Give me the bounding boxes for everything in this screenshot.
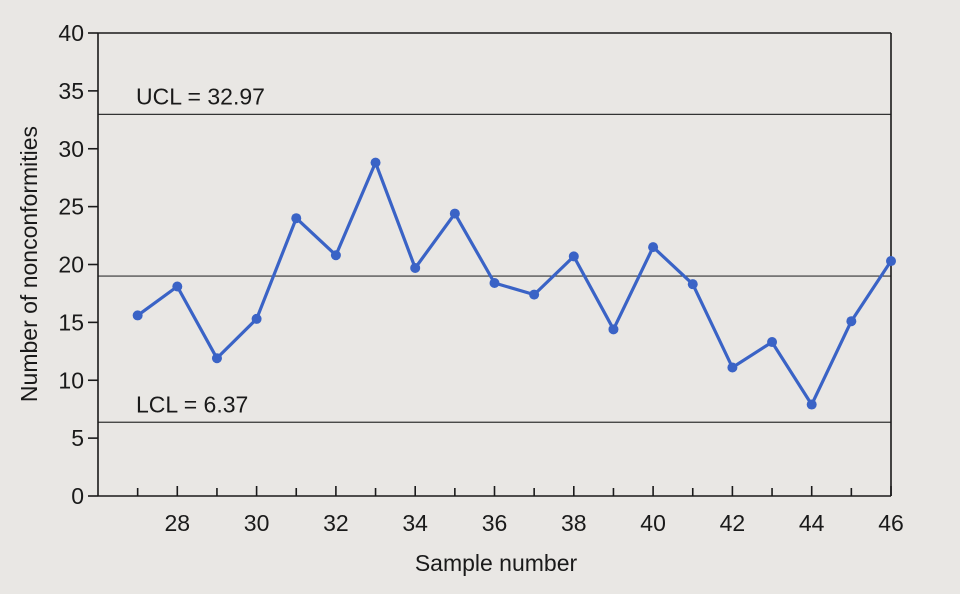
- x-tick-label: 36: [482, 510, 508, 536]
- data-point: [172, 281, 183, 292]
- data-point: [727, 362, 738, 373]
- x-tick-label: 38: [561, 510, 587, 536]
- y-tick-label: 20: [58, 252, 84, 278]
- data-point: [291, 213, 302, 224]
- y-tick-label: 5: [71, 425, 84, 451]
- data-point: [886, 256, 896, 267]
- y-tick-label: 25: [58, 194, 84, 220]
- y-axis-title: Number of nonconformities: [16, 126, 42, 402]
- x-tick-label: 42: [720, 510, 746, 536]
- data-point: [767, 337, 778, 348]
- data-point: [489, 278, 500, 289]
- x-tick-label: 46: [878, 510, 904, 536]
- series-line: [136, 161, 893, 407]
- reference-line-label: LCL = 6.37: [136, 391, 248, 417]
- data-point: [410, 262, 421, 273]
- data-point: [330, 250, 341, 261]
- data-point: [449, 208, 460, 219]
- x-tick-label: 40: [640, 510, 666, 536]
- x-tick-label: 32: [323, 510, 349, 536]
- y-tick-label: 15: [58, 309, 84, 335]
- y-tick-label: 10: [58, 367, 84, 393]
- data-point: [608, 324, 619, 335]
- x-axis-title: Sample number: [415, 550, 578, 576]
- data-point: [251, 313, 262, 324]
- data-point: [529, 289, 540, 300]
- y-tick-label: 35: [58, 78, 84, 104]
- x-tick-label: 30: [244, 510, 270, 536]
- data-point: [370, 157, 381, 168]
- x-tick-label: 44: [799, 510, 825, 536]
- data-point: [648, 242, 659, 253]
- x-tick-label: 34: [402, 510, 428, 536]
- reference-line-label: UCL = 32.97: [136, 83, 265, 109]
- data-point: [568, 251, 579, 262]
- data-point: [132, 310, 143, 321]
- data-point: [846, 316, 857, 327]
- x-tick-label: 28: [165, 510, 191, 536]
- y-tick-label: 0: [71, 483, 84, 509]
- data-point: [687, 279, 698, 290]
- y-tick-label: 30: [58, 136, 84, 162]
- y-tick-label: 40: [58, 20, 84, 46]
- data-point: [211, 353, 222, 364]
- data-point: [806, 399, 817, 410]
